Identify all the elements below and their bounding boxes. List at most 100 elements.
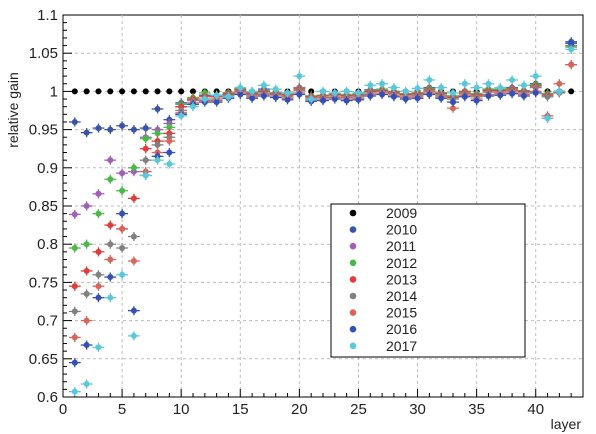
data-point	[128, 256, 140, 266]
y-tick-label: 0.75	[29, 274, 58, 291]
marker	[154, 157, 161, 164]
marker	[296, 73, 303, 80]
data-point	[340, 86, 353, 96]
marker	[130, 332, 137, 339]
data-point	[80, 201, 93, 211]
marker	[142, 172, 149, 179]
marker	[320, 88, 326, 95]
y-tick-label: 0.9	[37, 160, 58, 177]
marker	[107, 88, 114, 95]
marker	[130, 195, 137, 202]
marker	[119, 271, 126, 278]
data-point	[399, 86, 412, 96]
marker	[154, 141, 161, 148]
data-point	[104, 239, 117, 249]
marker	[367, 82, 374, 89]
data-point	[92, 293, 105, 303]
data-point	[305, 94, 318, 104]
data-point	[163, 147, 176, 158]
marker	[107, 256, 114, 263]
marker	[568, 88, 575, 95]
marker	[544, 93, 551, 100]
marker	[107, 294, 114, 301]
marker	[520, 82, 527, 89]
legend-marker	[349, 226, 357, 233]
marker	[520, 92, 527, 99]
marker	[95, 88, 102, 95]
data-point	[447, 88, 459, 98]
data-point	[541, 113, 554, 123]
data-point	[388, 92, 400, 102]
data-point	[68, 332, 81, 342]
marker	[568, 46, 575, 53]
marker	[166, 149, 173, 156]
x-tick-label: 15	[232, 401, 249, 418]
data-point	[139, 170, 152, 181]
marker	[83, 342, 90, 349]
data-point	[470, 82, 483, 93]
marker	[284, 89, 291, 96]
marker	[178, 112, 185, 119]
data-point	[92, 209, 105, 219]
marker	[568, 61, 575, 68]
x-axis-title: layer	[551, 416, 582, 432]
y-tick-label: 1.1	[37, 7, 58, 24]
marker	[320, 97, 326, 104]
marker	[107, 176, 114, 183]
data-point	[317, 86, 329, 96]
marker	[461, 80, 468, 87]
data-point	[116, 186, 128, 196]
data-point	[116, 168, 128, 178]
data-point	[163, 136, 176, 146]
legend-marker	[349, 309, 357, 316]
legend-marker	[349, 342, 357, 350]
marker	[95, 190, 102, 197]
data-point	[246, 86, 258, 96]
data-point	[116, 243, 128, 253]
data-point	[553, 79, 566, 89]
data-point	[80, 316, 93, 326]
data-point	[107, 88, 114, 95]
data-point	[411, 93, 424, 103]
data-point	[128, 331, 140, 341]
y-tick-label: 0.7	[37, 313, 58, 330]
data-point	[104, 155, 117, 165]
marker	[485, 92, 492, 99]
data-point	[458, 92, 471, 102]
data-point	[80, 128, 93, 138]
data-point	[388, 82, 400, 93]
marker	[71, 359, 78, 366]
data-point	[166, 88, 173, 95]
marker	[83, 267, 90, 274]
data-point	[364, 91, 377, 101]
marker	[119, 170, 126, 177]
marker	[119, 225, 126, 232]
marker	[426, 76, 433, 83]
data-point	[104, 125, 117, 135]
legend-label: 2014	[386, 288, 417, 304]
data-point	[506, 89, 518, 99]
data-point	[352, 95, 365, 105]
marker	[71, 283, 78, 290]
axis-ticks: 0 5 10 15 20 25 30 35 40 0.6 0.65 0.7 0.75 0.8 0.85 0.9…	[29, 7, 584, 418]
marker	[83, 129, 90, 136]
marker	[379, 80, 386, 87]
data-point	[92, 281, 105, 291]
marker	[509, 76, 516, 83]
marker	[83, 88, 90, 95]
marker	[166, 88, 173, 95]
marker	[190, 103, 196, 110]
data-point	[494, 82, 507, 93]
data-point	[104, 254, 117, 265]
marker	[438, 95, 445, 102]
marker	[272, 86, 279, 93]
marker	[130, 258, 137, 265]
data-point	[293, 89, 306, 100]
marker	[107, 274, 114, 281]
data-point	[83, 88, 90, 95]
data-point	[68, 306, 81, 317]
data-point	[423, 89, 436, 100]
marker	[509, 90, 516, 97]
marker	[450, 105, 456, 112]
